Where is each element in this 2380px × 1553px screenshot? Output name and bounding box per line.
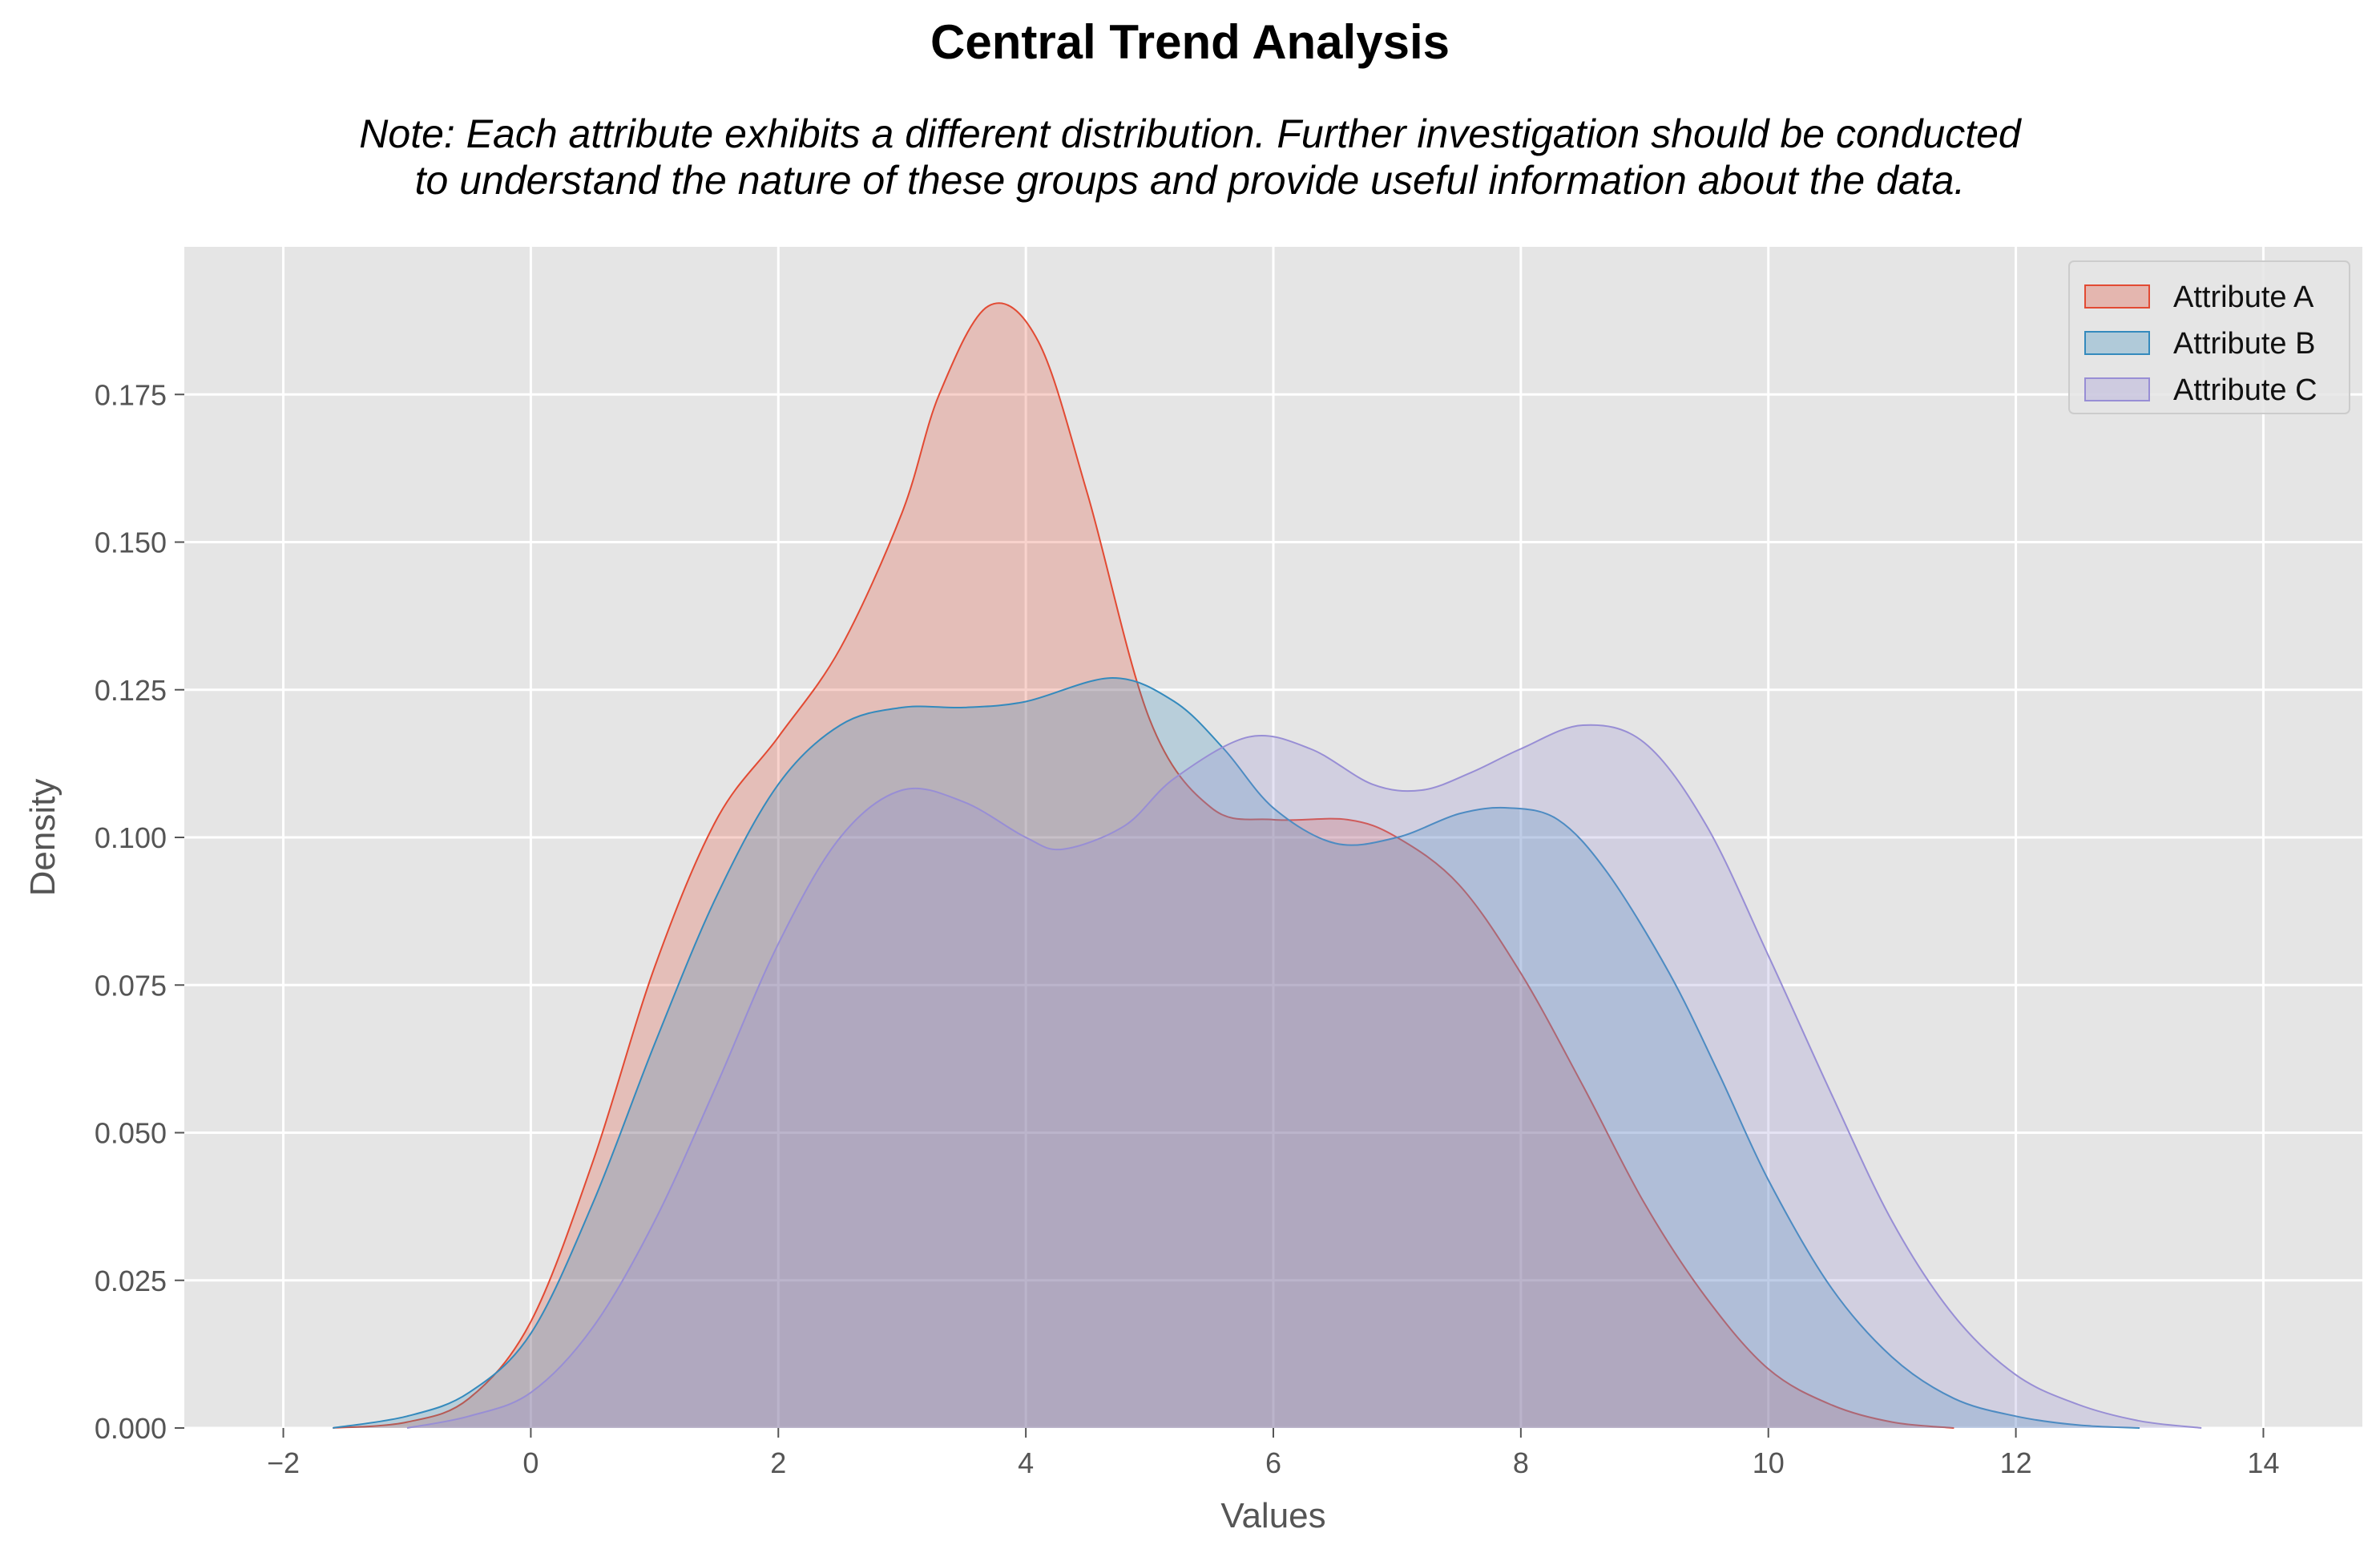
y-tick-label: 0.000 [95,1412,167,1445]
chart-note-line-1: Note: Each attribute exhibits a differen… [359,111,2021,156]
legend-box [2068,260,2350,414]
y-tick-label: 0.125 [95,674,167,707]
x-tick-label: 0 [522,1446,539,1479]
line-attribute-b [333,676,2140,1429]
legend-label-attribute-b: Attribute B [2173,327,2315,361]
y-tick-label: 0.075 [95,969,167,1002]
y-axis-ticks: 0.000 0.025 0.050 0.075 0.100 0.125 0.150 0.175 [95,378,184,1445]
y-tick-label: 0.100 [95,821,167,854]
y-tick-label: 0.150 [95,526,167,559]
y-tick-label: 0.050 [95,1117,167,1150]
y-axis-label: Density [23,779,63,897]
grid-lines [184,247,2362,1430]
chart-note: Note: Each attribute exhibits a differen… [0,111,2380,204]
density-areas [333,302,2202,1429]
y-tick-label: 0.025 [95,1265,167,1297]
x-tick-label: 8 [1513,1446,1529,1479]
legend-swatch-attribute-a [2084,284,2150,309]
line-attribute-a [333,302,1954,1429]
x-tick-label: 6 [1265,1446,1281,1479]
x-tick-label: 10 [1753,1446,1785,1479]
area-attribute-a [333,303,1954,1428]
x-axis-ticks: −2 0 2 4 6 8 10 12 14 [267,1428,2279,1479]
y-tick-label: 0.175 [95,378,167,411]
chart-note-line-2: to understand the nature of these groups… [414,158,1966,203]
x-tick-label: 14 [2247,1446,2279,1479]
chart-title: Central Trend Analysis [930,15,1450,69]
legend-swatch-attribute-b [2084,331,2150,355]
line-attribute-c [406,724,2202,1429]
legend: Attribute A Attribute B Attribute C [2068,260,2350,414]
x-axis-label: Values [1220,1496,1325,1535]
x-tick-label: 4 [1018,1446,1034,1479]
area-attribute-c [407,724,2202,1428]
legend-label-attribute-a: Attribute A [2173,280,2314,314]
x-tick-label: 12 [2000,1446,2032,1479]
x-tick-label: 2 [770,1446,786,1479]
legend-label-attribute-c: Attribute C [2173,373,2317,407]
area-attribute-b [333,678,2140,1428]
x-tick-label: −2 [267,1446,300,1479]
legend-swatch-attribute-c [2084,377,2150,401]
